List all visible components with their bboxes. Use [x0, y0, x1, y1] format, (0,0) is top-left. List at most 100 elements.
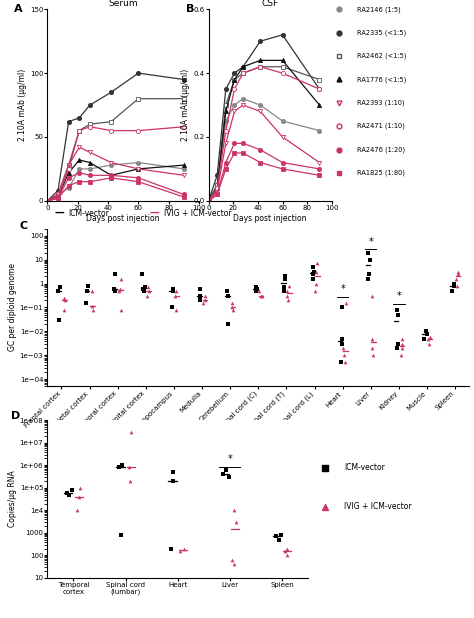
Point: [117, 274, 125, 284]
Text: IVIG + ICM-vector: IVIG + ICM-vector: [344, 502, 412, 512]
Text: A: A: [14, 4, 23, 14]
Point: [450, 281, 458, 291]
Point: [140, 286, 148, 296]
Text: B: B: [186, 4, 195, 14]
Point: [258, 291, 265, 301]
Point: [126, 462, 133, 472]
Point: [425, 334, 432, 344]
Point: [222, 465, 230, 475]
Point: [138, 269, 146, 279]
Text: RA2146 (1:5): RA2146 (1:5): [357, 6, 401, 12]
Point: [118, 305, 125, 315]
Point: [57, 282, 64, 292]
Point: [285, 281, 293, 291]
Point: [228, 556, 236, 565]
Point: [311, 286, 319, 296]
Point: [393, 305, 401, 315]
Point: [337, 357, 345, 367]
Point: [312, 267, 319, 277]
Point: [82, 298, 90, 308]
Text: ICM-vector: ICM-vector: [344, 463, 385, 472]
Text: *: *: [340, 284, 345, 294]
Point: [169, 284, 176, 294]
Point: [312, 279, 319, 289]
Point: [225, 472, 233, 482]
Point: [364, 274, 372, 284]
Text: RA1776 (<1:5): RA1776 (<1:5): [357, 76, 407, 83]
Point: [139, 284, 147, 294]
Point: [342, 298, 350, 308]
Point: [455, 267, 462, 277]
Point: [313, 258, 320, 268]
Point: [224, 291, 232, 301]
Point: [88, 300, 96, 310]
Point: [146, 286, 153, 296]
Point: [394, 310, 401, 320]
Point: [168, 544, 175, 554]
Point: [393, 343, 401, 353]
Point: [61, 295, 69, 305]
Point: [55, 315, 63, 325]
Point: [230, 559, 237, 569]
Point: [341, 357, 348, 367]
Point: [230, 506, 238, 515]
Point: [368, 343, 375, 353]
Point: [422, 326, 430, 336]
Point: [201, 295, 209, 305]
X-axis label: Days post injection: Days post injection: [86, 214, 160, 223]
Point: [397, 350, 405, 360]
Point: [115, 286, 122, 296]
Point: [340, 350, 348, 360]
Point: [88, 286, 95, 296]
Point: [196, 284, 203, 294]
Point: [420, 334, 428, 344]
Point: [338, 334, 346, 344]
Text: *: *: [397, 291, 401, 302]
Point: [368, 291, 376, 301]
Point: [398, 339, 406, 349]
Y-axis label: 2.10A mAb (μg/ml): 2.10A mAb (μg/ml): [182, 69, 191, 141]
Title: Serum: Serum: [109, 0, 138, 9]
Point: [425, 339, 433, 349]
Title: CSF: CSF: [262, 0, 279, 9]
Y-axis label: GC per diploid genome: GC per diploid genome: [8, 263, 17, 352]
Point: [143, 291, 150, 301]
Point: [228, 298, 236, 308]
Point: [64, 488, 71, 497]
Point: [369, 350, 376, 360]
Text: RA2476 (1:20): RA2476 (1:20): [357, 146, 406, 153]
Point: [200, 298, 207, 308]
Point: [365, 269, 373, 279]
Point: [176, 546, 183, 556]
Point: [281, 282, 288, 292]
Text: D: D: [11, 411, 20, 421]
Point: [170, 467, 177, 477]
Point: [229, 305, 237, 315]
Point: [172, 305, 180, 315]
Text: RA2471 (1:10): RA2471 (1:10): [357, 123, 405, 129]
Point: [168, 303, 176, 313]
Text: IVIG + ICM-vector: IVIG + ICM-vector: [164, 209, 231, 218]
Point: [399, 334, 406, 344]
Point: [225, 319, 232, 329]
Point: [284, 295, 292, 305]
Point: [127, 476, 134, 486]
Point: [233, 517, 240, 527]
Point: [73, 506, 81, 515]
Point: [201, 291, 209, 301]
Text: C: C: [20, 221, 28, 231]
Text: —: —: [149, 208, 159, 218]
Y-axis label: 2.10A mAb (μg/ml): 2.10A mAb (μg/ml): [18, 69, 27, 141]
Point: [111, 269, 119, 279]
Point: [228, 303, 236, 313]
Text: RA2335 (<1:5): RA2335 (<1:5): [357, 30, 407, 36]
Point: [338, 303, 346, 313]
Point: [219, 469, 227, 479]
Point: [310, 262, 317, 272]
Point: [117, 530, 124, 540]
Point: [283, 291, 291, 301]
Point: [171, 291, 179, 301]
Point: [281, 274, 288, 284]
Point: [283, 551, 291, 561]
Point: [454, 269, 462, 279]
